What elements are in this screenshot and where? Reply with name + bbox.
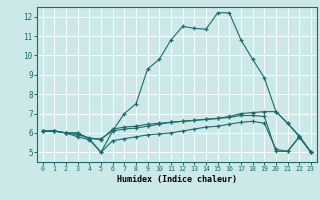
X-axis label: Humidex (Indice chaleur): Humidex (Indice chaleur)	[117, 175, 237, 184]
